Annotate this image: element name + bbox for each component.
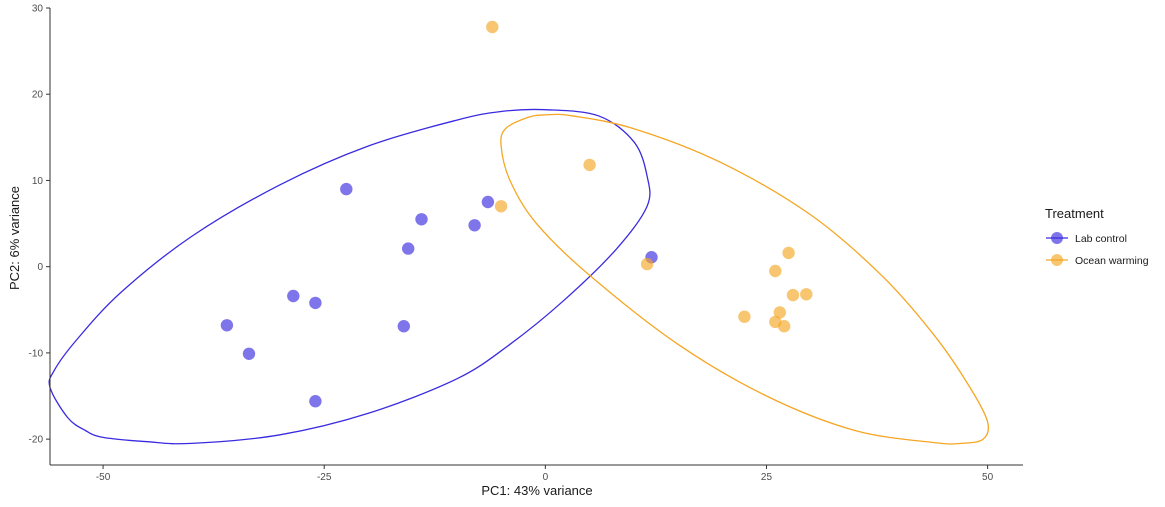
data-point-series-0 bbox=[220, 319, 234, 332]
data-point-series-1 bbox=[738, 310, 751, 323]
data-point-series-1 bbox=[778, 320, 791, 333]
data-point-series-0 bbox=[402, 242, 415, 255]
data-point-series-0 bbox=[415, 213, 428, 226]
data-point-series-0 bbox=[309, 395, 322, 408]
y-axis-title: PC2: 6% variance bbox=[7, 186, 22, 290]
ellipse-series-0 bbox=[48, 108, 651, 445]
x-tick-label: 50 bbox=[982, 472, 994, 483]
data-point-series-1 bbox=[773, 306, 786, 319]
axes bbox=[49, 8, 1023, 466]
y-tick-label: -10 bbox=[29, 348, 44, 359]
ellipse-series-1 bbox=[500, 113, 990, 445]
data-point-series-0 bbox=[340, 182, 353, 196]
confidence-ellipses bbox=[48, 108, 990, 445]
data-point-series-0 bbox=[397, 320, 410, 333]
legend-key-dot bbox=[1051, 232, 1063, 244]
x-tick-label: 0 bbox=[543, 472, 549, 483]
data-point-series-0 bbox=[468, 219, 481, 232]
x-tick-label: -50 bbox=[96, 472, 111, 483]
y-tick-label: 10 bbox=[32, 176, 44, 187]
data-point-series-0 bbox=[309, 296, 322, 310]
legend-label: Lab control bbox=[1075, 233, 1127, 245]
data-point-series-1 bbox=[782, 246, 795, 260]
y-tick-label: 0 bbox=[37, 262, 43, 273]
y-tick-label: 30 bbox=[32, 4, 44, 15]
legend-title: Treatment bbox=[1045, 206, 1104, 221]
legend-label: Ocean warming bbox=[1075, 255, 1149, 267]
x-tick-label: -25 bbox=[317, 472, 332, 483]
data-point-series-1 bbox=[494, 200, 508, 213]
x-ticks: -50 -25 0 25 50 bbox=[96, 465, 994, 483]
data-points bbox=[220, 20, 813, 408]
data-point-series-0 bbox=[242, 347, 256, 360]
y-tick-label: 20 bbox=[32, 90, 44, 101]
data-point-series-1 bbox=[486, 20, 499, 34]
data-point-series-1 bbox=[583, 158, 596, 172]
data-point-series-1 bbox=[769, 264, 782, 278]
y-ticks: -20 -10 0 10 20 30 bbox=[29, 4, 50, 446]
legend: Treatment Lab control Ocean warming bbox=[1045, 206, 1149, 267]
y-tick-label: -20 bbox=[29, 435, 44, 446]
data-point-series-1 bbox=[786, 288, 800, 302]
data-point-series-1 bbox=[640, 257, 654, 271]
legend-key-dot bbox=[1051, 254, 1063, 266]
data-point-series-0 bbox=[481, 195, 495, 209]
data-point-series-1 bbox=[800, 288, 813, 301]
x-tick-label: 25 bbox=[761, 472, 773, 483]
data-point-series-0 bbox=[287, 289, 300, 303]
x-axis-title: PC1: 43% variance bbox=[481, 483, 592, 498]
